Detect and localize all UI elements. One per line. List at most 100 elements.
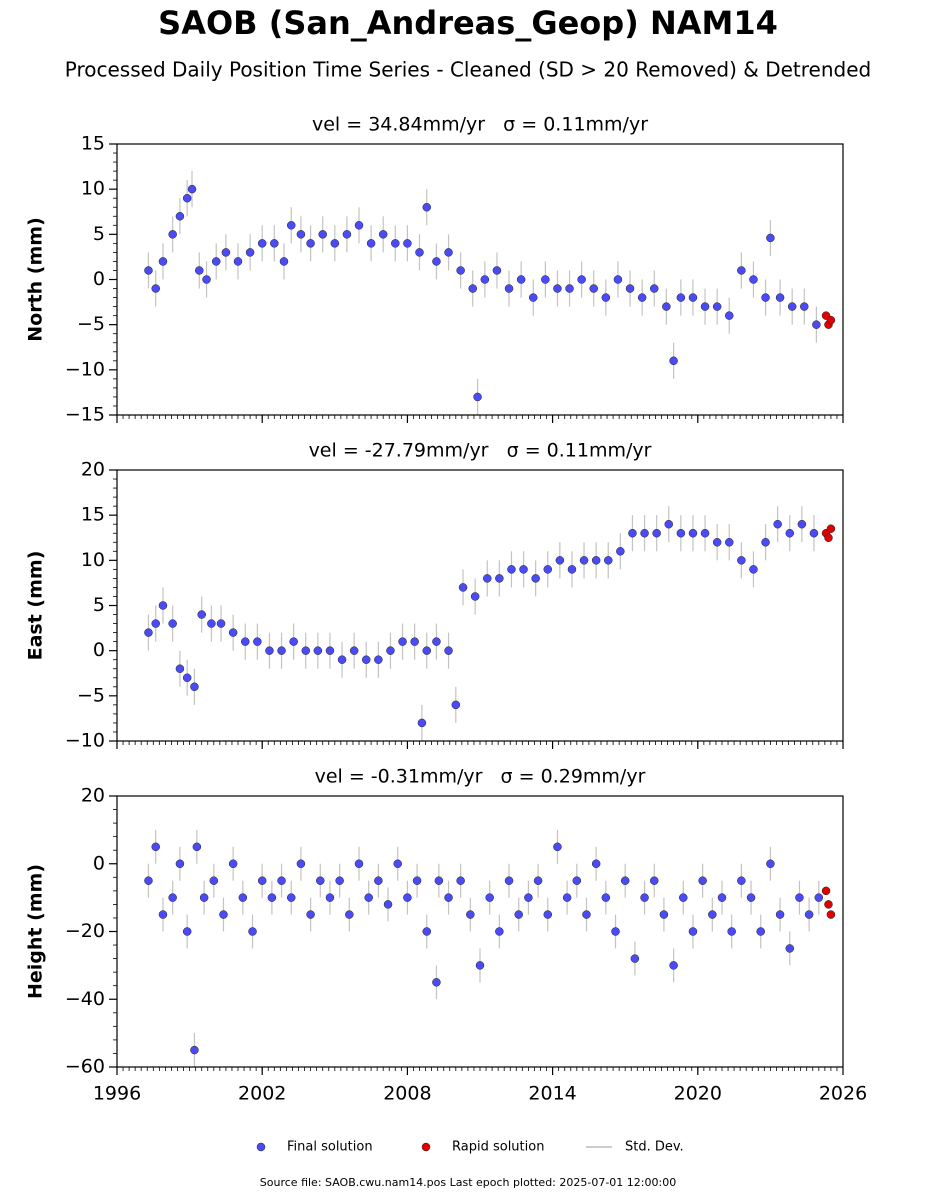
point xyxy=(175,664,185,673)
point xyxy=(795,893,804,902)
point xyxy=(182,927,192,936)
footer: Source file: SAOB.cwu.nam14.pos Last epo… xyxy=(260,1176,676,1189)
point xyxy=(422,646,432,655)
point xyxy=(616,547,625,556)
x-tick-label: 2014 xyxy=(528,1083,576,1105)
point xyxy=(301,646,311,655)
point xyxy=(456,266,465,275)
point xyxy=(485,893,494,902)
point xyxy=(826,910,836,919)
point xyxy=(337,655,347,664)
y-tick-label: −15 xyxy=(65,404,105,426)
point xyxy=(669,356,678,366)
point xyxy=(555,556,565,565)
point xyxy=(257,239,267,248)
point xyxy=(434,876,444,885)
point xyxy=(277,646,286,655)
point xyxy=(589,284,598,293)
point xyxy=(195,266,204,275)
point xyxy=(219,910,228,919)
point xyxy=(393,859,402,868)
point xyxy=(277,876,286,885)
point xyxy=(470,592,480,601)
point xyxy=(190,682,199,692)
legend-marker xyxy=(421,1142,431,1152)
point xyxy=(649,284,659,293)
point xyxy=(144,266,153,275)
point xyxy=(727,927,736,936)
point xyxy=(221,248,231,257)
point xyxy=(814,893,824,902)
point xyxy=(306,239,315,248)
point xyxy=(286,893,296,902)
point xyxy=(473,392,482,402)
point xyxy=(211,257,221,266)
point xyxy=(572,876,582,885)
point xyxy=(761,538,770,547)
y-tick-label: −10 xyxy=(65,358,105,380)
point xyxy=(383,900,393,909)
point xyxy=(475,961,485,970)
legend-label: Final solution xyxy=(287,1140,373,1155)
point xyxy=(257,876,267,885)
point xyxy=(158,910,168,919)
point xyxy=(306,910,315,919)
point xyxy=(398,637,407,646)
point xyxy=(519,565,528,574)
y-tick-label: −20 xyxy=(65,920,105,942)
point xyxy=(233,257,243,266)
point xyxy=(216,619,226,628)
point xyxy=(565,284,574,293)
point xyxy=(787,302,797,311)
point xyxy=(775,910,785,919)
point xyxy=(766,859,775,868)
point xyxy=(746,893,756,902)
point xyxy=(279,257,289,266)
point xyxy=(495,927,504,936)
point xyxy=(824,900,833,909)
point xyxy=(591,859,601,868)
point xyxy=(187,184,197,194)
figure-subtitle: Processed Daily Position Time Series - C… xyxy=(65,58,871,82)
point xyxy=(480,275,490,284)
point xyxy=(533,876,543,885)
point xyxy=(676,528,686,538)
point xyxy=(749,275,758,284)
point xyxy=(773,519,782,529)
point xyxy=(625,284,635,293)
point xyxy=(591,556,601,565)
panel-title: vel = -27.79mm/yr σ = 0.11mm/yr xyxy=(309,440,652,462)
point xyxy=(354,859,364,868)
point xyxy=(553,284,562,293)
point xyxy=(422,202,432,212)
panel-title: vel = -0.31mm/yr σ = 0.29mm/yr xyxy=(315,766,646,788)
point xyxy=(209,876,219,885)
x-tick-label: 2020 xyxy=(674,1083,722,1105)
point xyxy=(456,876,465,885)
point xyxy=(737,876,746,885)
point xyxy=(207,619,216,628)
point xyxy=(664,519,674,529)
point xyxy=(652,528,661,538)
legend-label: Rapid solution xyxy=(452,1140,544,1155)
y-tick-label: 0 xyxy=(93,852,105,874)
point xyxy=(800,302,809,311)
y-axis-label: Height (mm) xyxy=(25,864,47,999)
point xyxy=(168,619,177,628)
point xyxy=(804,910,814,919)
point xyxy=(316,876,325,885)
point xyxy=(812,320,821,329)
point xyxy=(809,528,819,538)
point xyxy=(151,619,160,628)
point xyxy=(688,293,698,302)
point xyxy=(604,556,613,565)
point xyxy=(601,293,611,302)
point xyxy=(567,565,577,574)
legend-label: Std. Dev. xyxy=(625,1140,684,1155)
point xyxy=(737,266,746,275)
point xyxy=(483,574,492,583)
point xyxy=(202,275,211,284)
point xyxy=(228,859,238,868)
point xyxy=(543,910,553,919)
